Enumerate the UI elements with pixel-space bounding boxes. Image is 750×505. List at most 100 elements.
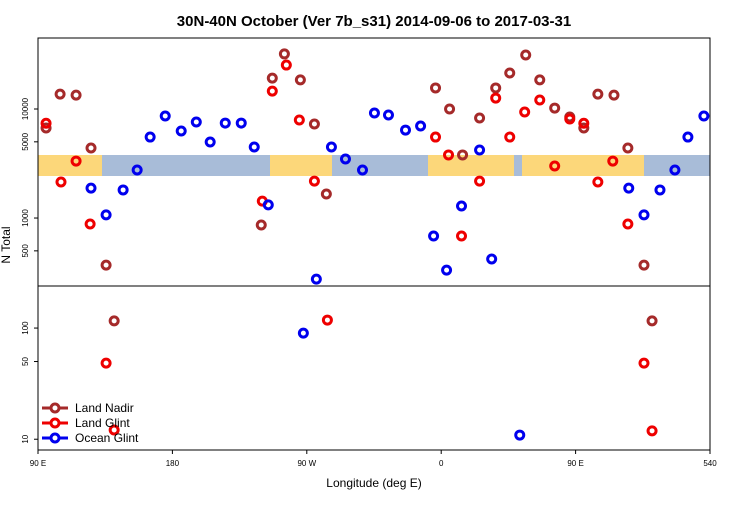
y-tick-label: 50 [21, 357, 30, 366]
legend-label: Land Glint [75, 416, 130, 430]
point [310, 273, 322, 285]
point [297, 327, 309, 339]
panel-frame [37, 285, 711, 451]
point [623, 182, 635, 194]
point [698, 110, 710, 122]
legend-label: Land Nadir [75, 401, 134, 415]
point [622, 218, 634, 230]
point [504, 67, 516, 79]
point [54, 88, 66, 100]
point [55, 176, 67, 188]
point [486, 253, 498, 265]
point [474, 144, 486, 156]
point [638, 259, 650, 271]
point [357, 164, 369, 176]
y-tick-label: 10000 [21, 97, 30, 120]
point [235, 117, 247, 129]
point [430, 131, 442, 143]
point [320, 188, 332, 200]
point [682, 131, 694, 143]
point [457, 149, 469, 161]
point [474, 112, 486, 124]
point [456, 230, 468, 242]
point [578, 117, 590, 129]
point [144, 131, 156, 143]
legend-label: Ocean Glint [75, 431, 139, 445]
point [430, 82, 442, 94]
point [519, 106, 531, 118]
point [40, 122, 52, 134]
land-band [428, 155, 514, 176]
point [100, 259, 112, 271]
x-tick-label: 540 [703, 459, 717, 468]
point [564, 113, 576, 125]
x-tick-label: 90 W [297, 459, 316, 468]
point [443, 149, 455, 161]
y-tick-label: 100 [21, 321, 30, 335]
x-tick-label: 180 [166, 459, 180, 468]
point [669, 164, 681, 176]
point [444, 103, 456, 115]
point [117, 184, 129, 196]
point [490, 82, 502, 94]
point [339, 153, 351, 165]
x-tick-label: 0 [439, 459, 444, 468]
point [255, 219, 267, 231]
legend-marker [49, 432, 61, 444]
point [608, 89, 620, 101]
point [70, 155, 82, 167]
y-tick-label: 10 [21, 434, 30, 443]
point [428, 230, 440, 242]
point [578, 122, 590, 134]
point [266, 85, 278, 97]
point [646, 425, 658, 437]
point [441, 264, 453, 276]
land-band [270, 155, 332, 176]
point [534, 74, 546, 86]
point [490, 92, 502, 104]
x-axis-label: Longitude (deg E) [326, 476, 421, 490]
point [549, 160, 561, 172]
point [108, 315, 120, 327]
point [607, 155, 619, 167]
point [266, 72, 278, 84]
point [70, 89, 82, 101]
legend-marker [49, 402, 61, 414]
point [262, 199, 274, 211]
point [456, 200, 468, 212]
point [368, 107, 380, 119]
chart-title: 30N-40N October (Ver 7b_s31) 2014-09-06 … [177, 13, 571, 30]
point [85, 182, 97, 194]
point [308, 175, 320, 187]
point [415, 120, 427, 132]
point [204, 136, 216, 148]
point [278, 48, 290, 60]
point [638, 357, 650, 369]
y-tick-label: 5000 [21, 132, 30, 150]
point [622, 142, 634, 154]
point [40, 117, 52, 129]
land-band [38, 155, 102, 176]
point [248, 141, 260, 153]
point [85, 142, 97, 154]
point [108, 424, 120, 436]
point [514, 429, 526, 441]
point [646, 315, 658, 327]
point [293, 114, 305, 126]
x-tick-label: 90 E [30, 459, 46, 468]
point [84, 218, 96, 230]
point [100, 209, 112, 221]
point [520, 49, 532, 61]
point [294, 74, 306, 86]
point [219, 117, 231, 129]
y-tick-label: 500 [21, 244, 30, 258]
y-tick-label: 1000 [21, 209, 30, 227]
point [400, 124, 412, 136]
point [549, 102, 561, 114]
point [159, 110, 171, 122]
point [321, 314, 333, 326]
point [592, 176, 604, 188]
point [100, 357, 112, 369]
land-band [522, 155, 644, 176]
